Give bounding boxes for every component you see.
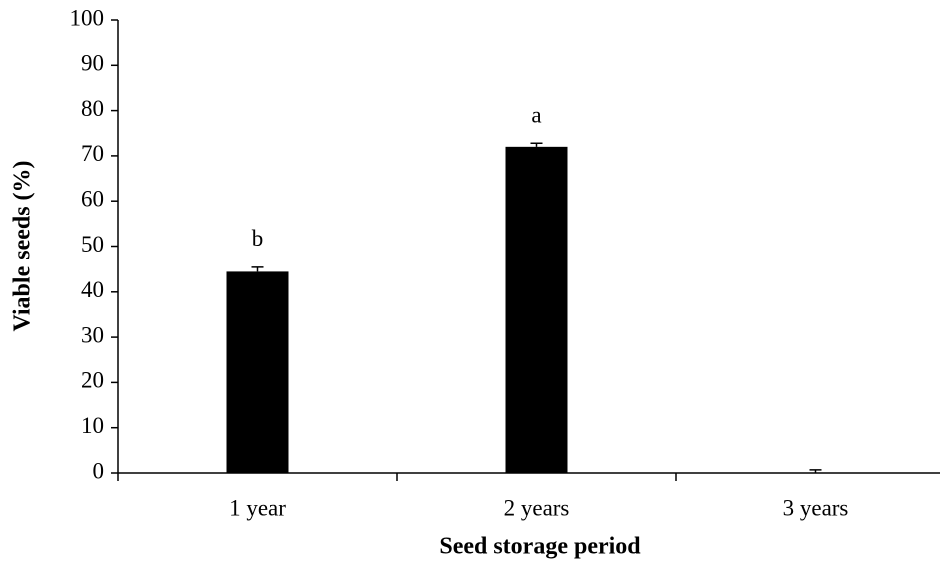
bar (505, 146, 568, 473)
y-tick-label: 20 (81, 368, 104, 393)
significance-label: b (252, 226, 264, 251)
error-bar (530, 142, 543, 147)
y-tick-label: 70 (81, 141, 104, 166)
error-bar (251, 266, 264, 272)
bar (226, 271, 289, 473)
x-tick-label: 3 years (783, 495, 849, 520)
y-axis-title: Viable seeds (%) (10, 160, 36, 331)
y-tick-label: 30 (81, 322, 104, 347)
y-tick-label: 0 (93, 458, 105, 483)
y-tick-label: 90 (81, 51, 104, 76)
x-tick-label: 1 year (229, 495, 286, 520)
y-tick-label: 100 (70, 5, 105, 30)
significance-label: a (531, 102, 541, 127)
y-tick-label: 10 (81, 413, 104, 438)
y-tick-label: 80 (81, 96, 104, 121)
error-bar (809, 469, 822, 473)
x-axis-title: Seed storage period (439, 534, 641, 560)
y-tick-label: 40 (81, 277, 104, 302)
x-tick-label: 2 years (504, 495, 570, 520)
y-tick-label: 50 (81, 232, 104, 257)
y-tick-label: 60 (81, 186, 104, 211)
